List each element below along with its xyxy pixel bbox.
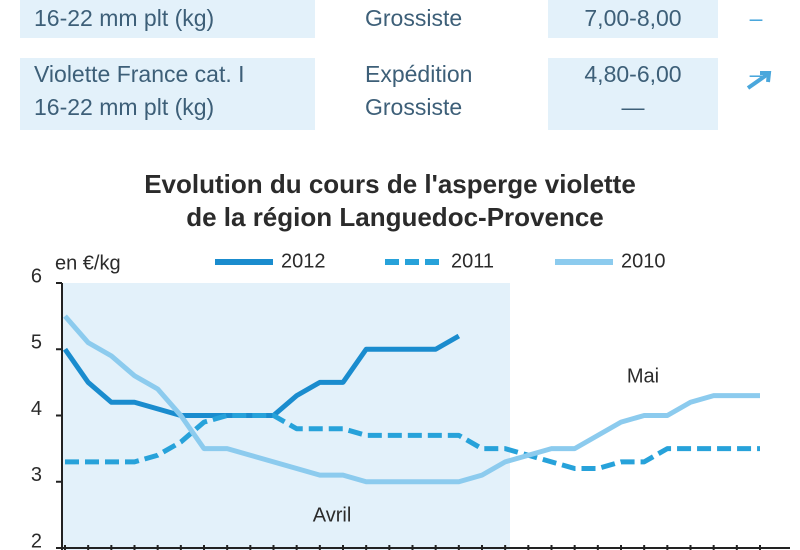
table-cell: Violette France cat. I 16-22 mm plt (kg) (20, 58, 315, 130)
annotation: Mai (627, 365, 659, 387)
legend-label: 2011 (451, 250, 494, 272)
y-tick-label: 2 (31, 530, 42, 550)
table-cell: Grossiste (355, 0, 540, 38)
table-cell: 4,80-6,00 — (548, 58, 718, 130)
cell-text: 7,00-8,00 (584, 5, 682, 31)
y-tick-label: 6 (31, 265, 42, 287)
y-tick-label: 3 (31, 464, 42, 486)
cell-text: 16-22 mm plt (kg) (34, 5, 215, 31)
april-band (62, 283, 510, 550)
y-axis-label: en €/kg (55, 252, 121, 274)
chart-subtitle: de la région Languedoc-Provence (186, 202, 604, 232)
series-line (65, 413, 760, 471)
series-line (63, 314, 760, 485)
cell-text: Expédition (365, 61, 473, 87)
cell-text: 16-22 mm plt (kg) (34, 94, 215, 120)
y-tick-label: 5 (31, 332, 42, 354)
cell-text: Grossiste (365, 5, 463, 31)
table-cell: 16-22 mm plt (kg) (20, 0, 315, 38)
trend-arrow-icon (746, 71, 772, 90)
cell-text: Violette France cat. I (34, 61, 245, 87)
cell-text: Grossiste (365, 94, 463, 120)
chart-title: Evolution du cours de l'asperge violette (144, 169, 636, 199)
legend-label: 2012 (281, 250, 326, 272)
cell-text: 4,80-6,00 (584, 61, 682, 87)
cell-text: — (621, 94, 645, 120)
cell-text: – (749, 5, 763, 31)
annotation: Avril (313, 504, 352, 526)
legend-label: 2010 (621, 250, 666, 272)
y-tick-label: 4 (31, 398, 42, 420)
table-cell: Expédition Grossiste (355, 58, 540, 130)
table-cell: 7,00-8,00 (548, 0, 718, 38)
table-cell: – (722, 0, 790, 38)
